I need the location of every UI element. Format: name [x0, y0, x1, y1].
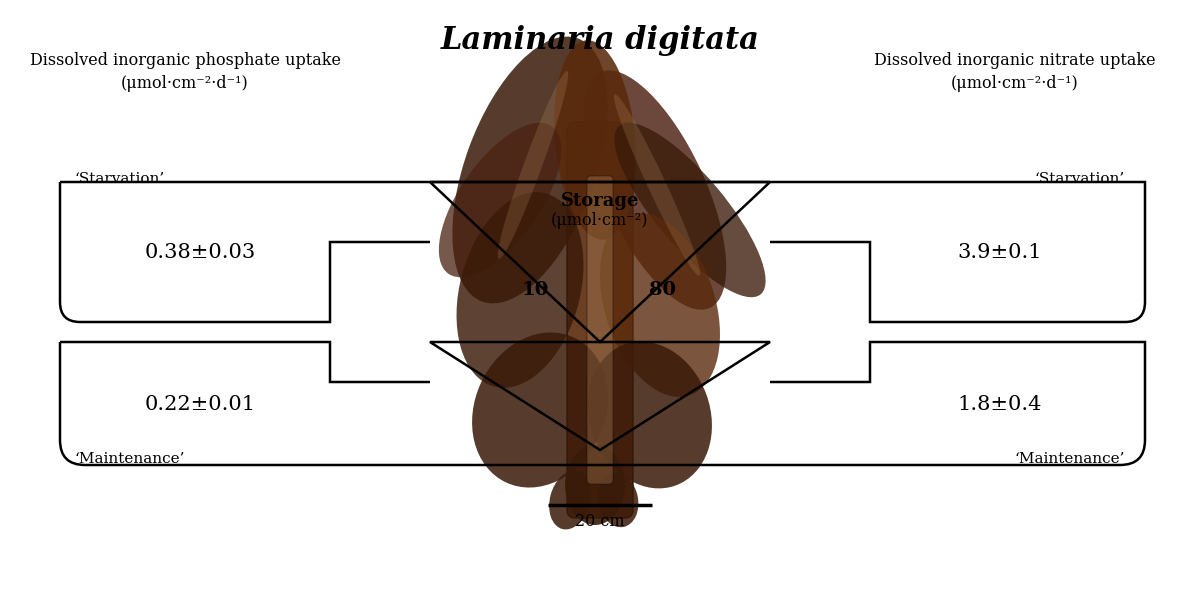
Text: Storage: Storage [560, 192, 640, 210]
Text: ‘Starvation’: ‘Starvation’ [74, 172, 166, 186]
Ellipse shape [498, 71, 569, 259]
Ellipse shape [583, 70, 726, 310]
Text: Laminaria digitata: Laminaria digitata [440, 25, 760, 56]
Text: ‘Maintenance’: ‘Maintenance’ [1014, 452, 1126, 466]
Text: 0.38±0.03: 0.38±0.03 [144, 242, 256, 262]
Text: 10: 10 [521, 281, 548, 299]
Ellipse shape [456, 192, 583, 388]
Text: ‘Starvation’: ‘Starvation’ [1034, 172, 1126, 186]
Text: (μmol·cm⁻²·d⁻¹): (μmol·cm⁻²·d⁻¹) [952, 75, 1079, 92]
Text: (μmol·cm⁻²): (μmol·cm⁻²) [551, 212, 649, 229]
Ellipse shape [614, 94, 700, 276]
Text: Dissolved inorganic phosphate uptake: Dissolved inorganic phosphate uptake [30, 52, 341, 69]
Text: Dissolved inorganic nitrate uptake: Dissolved inorganic nitrate uptake [874, 52, 1156, 69]
Text: 80: 80 [648, 281, 676, 299]
FancyBboxPatch shape [587, 176, 613, 484]
Text: 1.8±0.4: 1.8±0.4 [958, 395, 1042, 413]
Ellipse shape [614, 123, 766, 297]
Ellipse shape [452, 37, 607, 304]
Text: (μmol·cm⁻²·d⁻¹): (μmol·cm⁻²·d⁻¹) [121, 75, 248, 92]
Ellipse shape [439, 123, 562, 277]
Ellipse shape [600, 213, 720, 397]
Ellipse shape [550, 470, 590, 529]
Ellipse shape [472, 332, 608, 488]
Ellipse shape [588, 341, 712, 488]
Text: 20 cm: 20 cm [575, 513, 625, 530]
Text: 0.22±0.01: 0.22±0.01 [144, 395, 256, 413]
Ellipse shape [565, 445, 625, 525]
Text: ‘Maintenance’: ‘Maintenance’ [74, 452, 186, 466]
Ellipse shape [554, 40, 636, 239]
Text: 3.9±0.1: 3.9±0.1 [958, 242, 1043, 262]
Ellipse shape [598, 473, 638, 527]
FancyBboxPatch shape [568, 122, 634, 518]
